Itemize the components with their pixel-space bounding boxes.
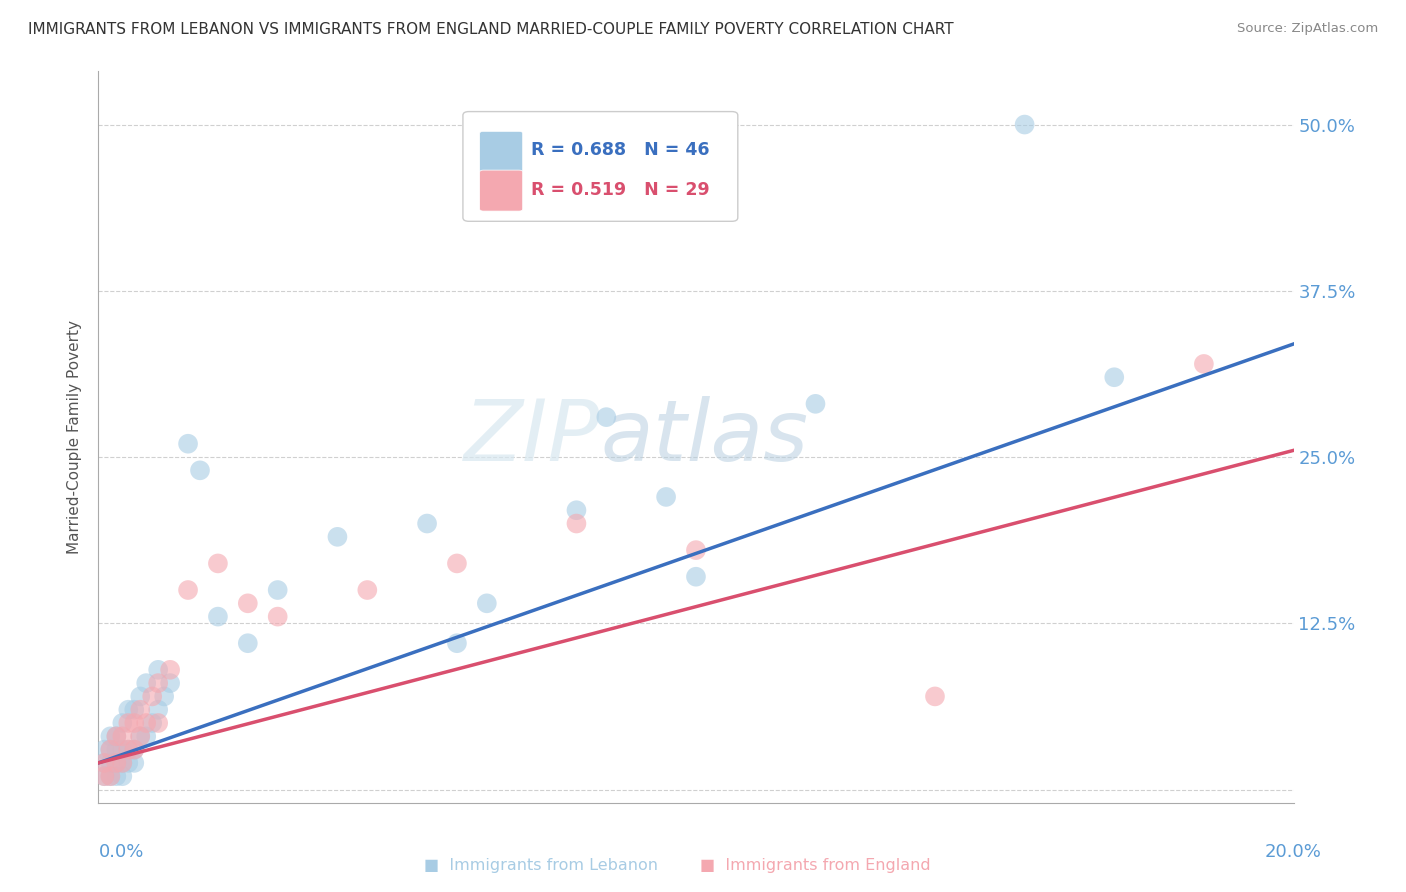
Text: Source: ZipAtlas.com: Source: ZipAtlas.com (1237, 22, 1378, 36)
Point (111, 769, 134, 783)
Point (141, 690, 163, 704)
Point (135, 729, 157, 743)
Y-axis label: Married-Couple Family Poverty: Married-Couple Family Poverty (67, 320, 83, 554)
Point (129, 729, 152, 743)
Point (93, 756, 115, 770)
Point (1192, 357, 1215, 371)
Point (111, 729, 134, 743)
Point (924, 690, 946, 704)
Point (446, 557, 468, 571)
Point (124, 756, 146, 770)
Text: ZIP: ZIP (464, 395, 600, 479)
Point (111, 716, 134, 731)
Point (117, 716, 139, 731)
Text: 20.0%: 20.0% (1265, 843, 1322, 861)
Point (98, 742, 122, 756)
Point (565, 516, 588, 531)
FancyBboxPatch shape (479, 131, 523, 172)
Point (326, 530, 349, 544)
Point (236, 636, 259, 650)
Point (98, 769, 122, 783)
Point (124, 703, 146, 717)
Point (135, 716, 157, 731)
Point (207, 557, 229, 571)
Point (124, 716, 146, 731)
Point (141, 716, 163, 731)
Point (153, 690, 176, 704)
Point (267, 609, 290, 624)
Text: IMMIGRANTS FROM LEBANON VS IMMIGRANTS FROM ENGLAND MARRIED-COUPLE FAMILY POVERTY: IMMIGRANTS FROM LEBANON VS IMMIGRANTS FR… (28, 22, 953, 37)
Point (565, 503, 588, 517)
Point (117, 756, 139, 770)
Point (148, 663, 170, 677)
Point (98, 729, 122, 743)
Point (111, 742, 134, 756)
Point (98, 756, 122, 770)
Point (105, 729, 128, 743)
Point (105, 756, 128, 770)
Point (356, 582, 378, 597)
Point (111, 756, 134, 770)
Point (1104, 370, 1126, 384)
FancyBboxPatch shape (463, 112, 738, 221)
Point (267, 582, 290, 597)
Point (159, 676, 181, 690)
Point (93, 769, 115, 783)
Point (105, 756, 128, 770)
Point (105, 729, 128, 743)
Point (148, 676, 170, 690)
Point (124, 742, 146, 756)
Point (93, 742, 115, 756)
Point (129, 703, 152, 717)
Point (475, 596, 498, 610)
Point (124, 742, 146, 756)
Point (1014, 118, 1036, 132)
Point (446, 636, 468, 650)
FancyBboxPatch shape (479, 170, 523, 211)
Point (207, 609, 229, 624)
Text: R = 0.519   N = 29: R = 0.519 N = 29 (531, 181, 710, 199)
Point (177, 436, 200, 450)
Point (117, 742, 139, 756)
Text: ■  Immigrants from England: ■ Immigrants from England (700, 858, 931, 872)
Point (236, 596, 259, 610)
Point (135, 676, 157, 690)
Point (98, 769, 122, 783)
Point (148, 703, 170, 717)
Point (105, 742, 128, 756)
Point (188, 463, 211, 477)
Point (129, 690, 152, 704)
Point (111, 756, 134, 770)
Text: R = 0.688   N = 46: R = 0.688 N = 46 (531, 141, 710, 160)
Point (93, 769, 115, 783)
Point (685, 543, 707, 558)
Point (177, 582, 200, 597)
Point (685, 570, 707, 584)
Point (129, 729, 152, 743)
Text: atlas: atlas (600, 395, 808, 479)
Point (93, 756, 115, 770)
Point (804, 397, 827, 411)
Text: 0.0%: 0.0% (98, 843, 143, 861)
Point (595, 410, 617, 425)
Text: ■  Immigrants from Lebanon: ■ Immigrants from Lebanon (423, 858, 658, 872)
Point (98, 742, 122, 756)
Point (117, 742, 139, 756)
Point (117, 703, 139, 717)
Point (655, 490, 678, 504)
Point (159, 663, 181, 677)
Point (148, 716, 170, 731)
Point (105, 769, 128, 783)
Point (416, 516, 439, 531)
